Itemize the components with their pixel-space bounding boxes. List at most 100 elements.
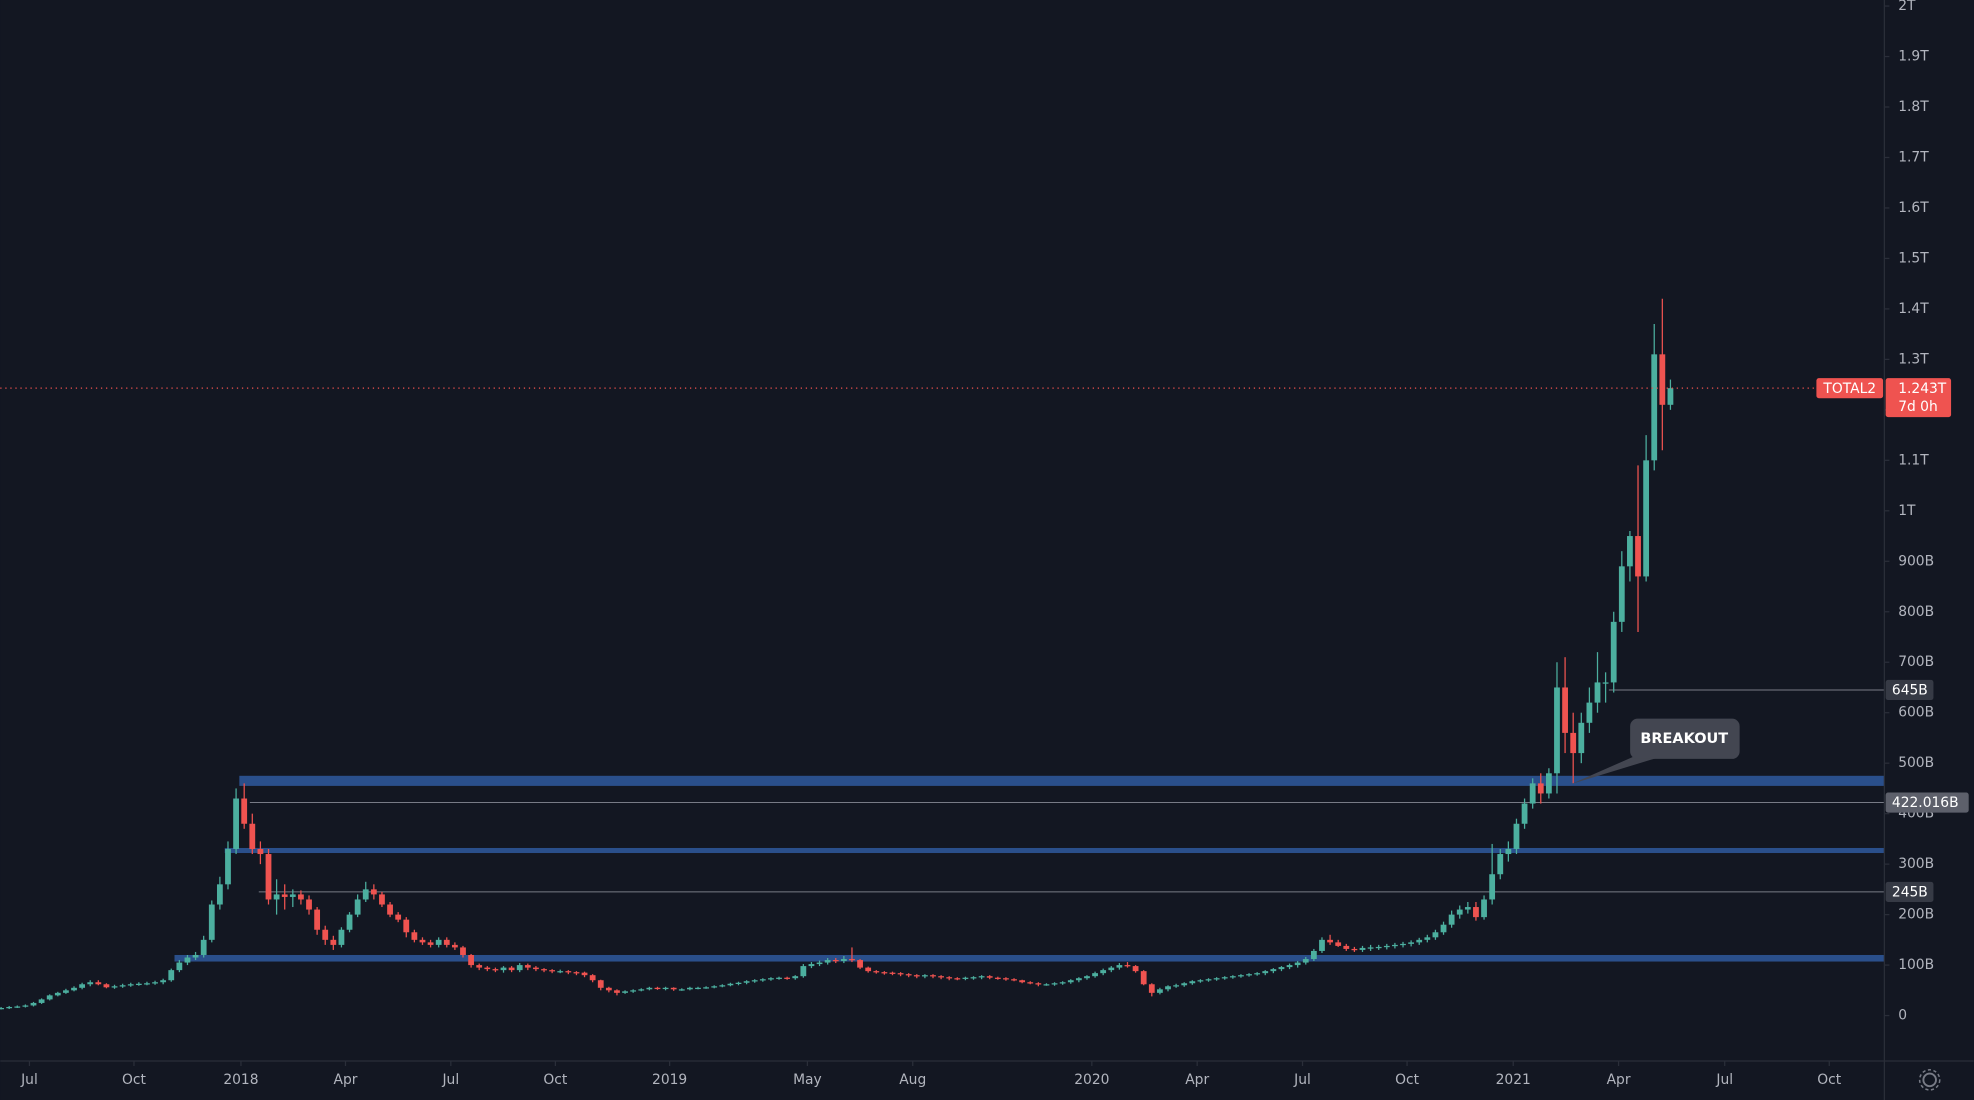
level-label: 422.016B — [1892, 795, 1959, 811]
settings-icon[interactable] — [1922, 1072, 1937, 1088]
candle-body — [792, 976, 799, 979]
candle-body — [970, 977, 977, 979]
candle-body — [622, 991, 628, 993]
candle-body — [646, 987, 653, 990]
candle-body — [192, 954, 199, 958]
candle-body — [1108, 967, 1115, 971]
x-tick-label: May — [793, 1072, 822, 1088]
x-tick-label: Oct — [1395, 1072, 1419, 1088]
settings-icon-teeth[interactable] — [1918, 1069, 1941, 1091]
y-tick-label: 800B — [1898, 604, 1934, 620]
candle-body — [1286, 965, 1293, 968]
candle-body — [865, 967, 872, 972]
candle-body — [1392, 944, 1398, 947]
candle-body — [784, 977, 791, 979]
symbol-label-box — [1816, 378, 1884, 399]
candle-body — [1157, 989, 1163, 993]
candle-body — [557, 971, 564, 973]
candle-body — [1335, 942, 1342, 946]
x-tick-label: 2020 — [1074, 1072, 1109, 1088]
candle-body — [1043, 984, 1050, 986]
callout-text: BREAKOUT — [1640, 731, 1728, 747]
candle-body — [1229, 976, 1236, 978]
candle-body — [849, 959, 855, 961]
candle-body — [1238, 975, 1244, 977]
candle-body — [427, 942, 434, 945]
candle-body — [508, 967, 515, 971]
candle-body — [1635, 536, 1641, 577]
level-label-box — [1885, 679, 1934, 701]
y-tick-label: 1.9T — [1898, 49, 1929, 65]
candle-body — [1003, 978, 1009, 980]
candle-body — [395, 914, 402, 920]
candle-body — [605, 987, 612, 991]
candle-body — [686, 987, 693, 990]
candle-body — [6, 1006, 13, 1009]
candle-body — [1667, 388, 1674, 405]
candle-body — [938, 976, 944, 978]
candle-body — [387, 904, 393, 915]
x-tick-label: Aug — [899, 1072, 926, 1088]
candle-body — [1456, 909, 1463, 915]
candle-body — [857, 960, 863, 968]
candle-body — [541, 969, 547, 971]
candle-body — [168, 970, 175, 981]
candle-body — [1440, 924, 1447, 933]
settings-button[interactable] — [1918, 1069, 1941, 1091]
candle-body — [22, 1005, 29, 1007]
last-price-box — [1885, 378, 1952, 418]
candle-body — [184, 957, 191, 963]
candle-body — [1019, 980, 1026, 983]
candle-body — [630, 990, 637, 992]
candle-body — [1627, 536, 1633, 567]
candle-body — [468, 954, 474, 966]
candle-body — [1181, 983, 1188, 986]
candle-body — [1367, 947, 1374, 949]
candle-body — [38, 999, 45, 1003]
candle-body — [1481, 899, 1487, 918]
candle-body — [1610, 621, 1617, 683]
candle-body — [79, 984, 86, 988]
level-label-box — [1885, 881, 1934, 902]
y-tick-label: 1.8T — [1898, 99, 1929, 115]
candle-body — [322, 929, 329, 940]
plot-area — [0, 298, 1885, 1010]
candle-body — [200, 939, 207, 955]
candle-body — [808, 964, 815, 967]
candle-body — [289, 894, 296, 897]
candle-body — [1529, 783, 1536, 804]
y-tick-label: 600B — [1898, 705, 1934, 721]
candle-body — [1432, 932, 1439, 938]
candle-body — [1618, 566, 1625, 622]
x-tick-label: Oct — [122, 1072, 146, 1088]
candle-body — [703, 987, 709, 989]
candle-body — [111, 986, 118, 988]
candle-body — [1473, 907, 1479, 918]
symbol-label: TOTAL2 — [1822, 381, 1876, 397]
candle-body — [873, 971, 880, 973]
candle-body — [103, 984, 110, 988]
candle-body — [1351, 948, 1358, 951]
x-tick-label: Jul — [1715, 1072, 1733, 1088]
candle-body — [1359, 947, 1366, 950]
candle-body — [71, 987, 77, 991]
candle-body — [370, 889, 377, 895]
candle-body — [1513, 823, 1520, 849]
candle-body — [330, 939, 337, 945]
candle-body — [127, 984, 134, 986]
candle-body — [306, 899, 312, 910]
y-tick-label: 2T — [1898, 0, 1916, 14]
candle-body — [1570, 732, 1577, 754]
candle-body — [216, 884, 223, 905]
candle-body — [1294, 962, 1301, 966]
candle-body — [1554, 687, 1560, 774]
candle-body — [346, 914, 353, 930]
x-tick-label: Apr — [334, 1072, 358, 1088]
candle-body — [1051, 983, 1058, 985]
candle-body — [1213, 978, 1220, 980]
y-tick-label: 0 — [1898, 1008, 1907, 1024]
candle-body — [824, 960, 831, 963]
candle-body — [1302, 959, 1309, 963]
